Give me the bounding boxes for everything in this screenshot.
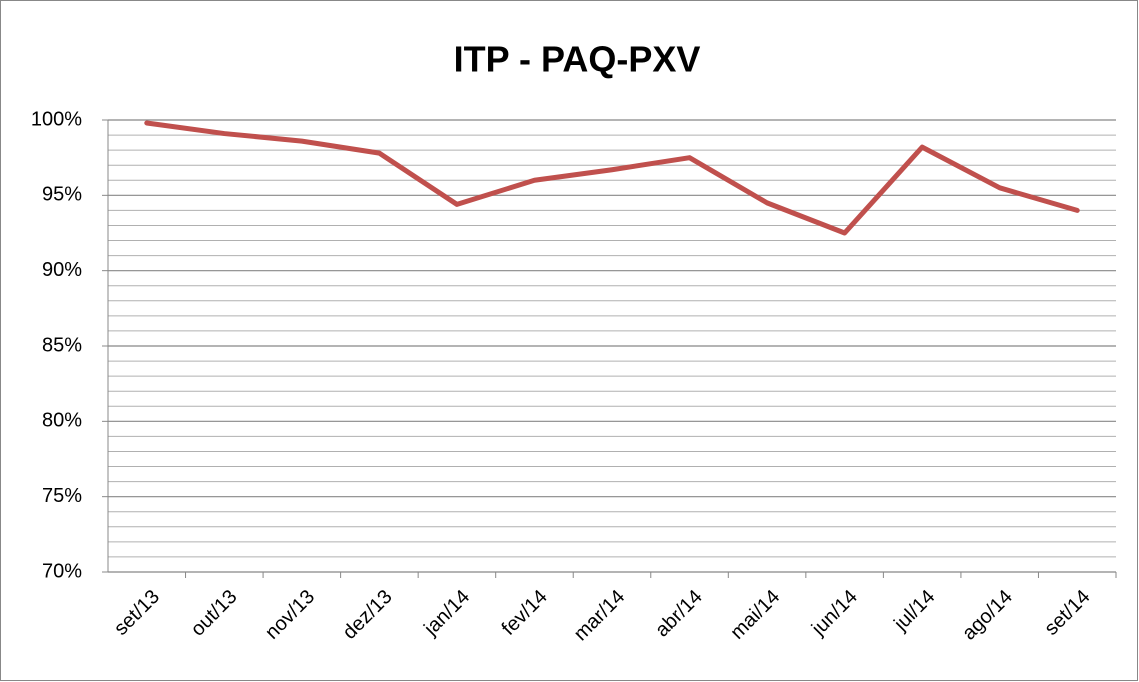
data-line (144, 120, 1080, 236)
y-tick-label: 80% (42, 410, 82, 432)
y-tick-label: 90% (42, 259, 82, 281)
y-tick-label: 95% (42, 184, 82, 206)
y-tick-label: 100% (31, 108, 82, 130)
y-tick-label: 85% (42, 334, 82, 356)
y-tick-label: 70% (42, 560, 82, 582)
y-tick-label: 75% (42, 485, 82, 507)
chart-title: ITP - PAQ-PXV (454, 39, 701, 80)
